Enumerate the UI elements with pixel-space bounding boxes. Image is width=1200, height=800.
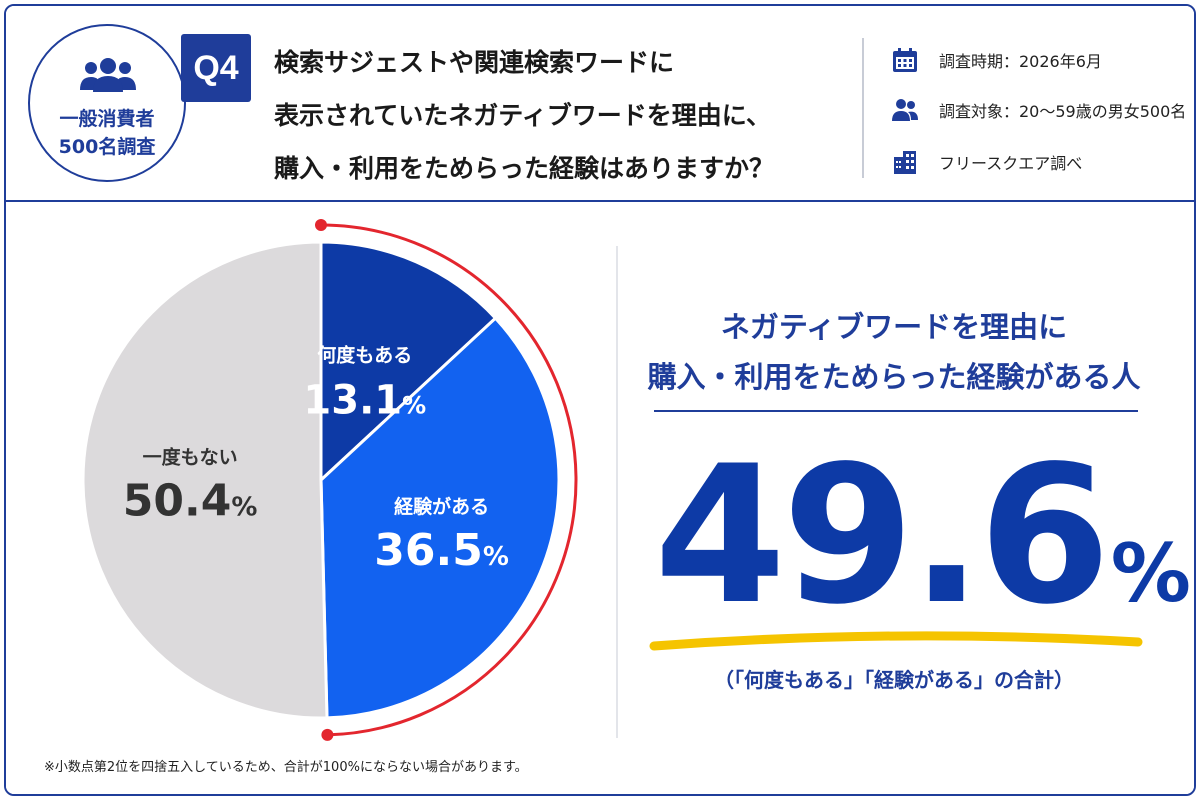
- pie-label-1: 何度もある: [317, 344, 412, 367]
- summary-note: （「何度もある」「経験がある」の合計）: [714, 668, 1074, 692]
- pie-slice-1: [319, 240, 498, 484]
- calendar-icon: [893, 48, 917, 72]
- question-line-1: 検索サジェストや関連検索ワードに: [274, 48, 675, 77]
- infographic-frame: 一般消費者 500名調査 Q4 検索サジェストや関連検索ワードに 表示されていた…: [4, 4, 1196, 796]
- people-group-icon: [80, 58, 136, 92]
- summary-rule: [654, 410, 1138, 412]
- meta-survey-source: フリースクエア調べ: [891, 144, 1191, 180]
- highlight-arc-start-dot: [315, 219, 327, 231]
- question-text: 検索サジェストや関連検索ワードに 表示されていたネガティブワードを理由に、 購入…: [274, 36, 844, 195]
- question-line-2: 表示されていたネガティブワードを理由に、: [274, 101, 772, 130]
- summary-total-number: 49.6: [654, 425, 1111, 646]
- badge-line2: 500名調査: [58, 136, 156, 158]
- pie-label-2: 経験がある: [394, 495, 489, 518]
- badge-line1: 一般消費者: [59, 108, 155, 130]
- pie-chart: 何度もある 13.1% 経験がある 36.5% 一度もない 50.4%: [81, 219, 578, 741]
- pie-value-2: 36.5%: [374, 525, 509, 576]
- highlight-arc: [320, 223, 578, 737]
- summary-heading-line2: 購入・利用をためらった経験がある人: [647, 360, 1141, 394]
- meta-survey-source-text: フリースクエア調べ: [939, 154, 1083, 173]
- header-divider: [862, 38, 864, 178]
- question-line-3: 購入・利用をためらった経験はありますか？: [274, 154, 775, 183]
- chart-area: 何度もある 13.1% 経験がある 36.5% 一度もない 50.4% ネガティブワードを…: [6, 204, 1194, 794]
- section-divider: [616, 246, 618, 738]
- pie-slice-3: [81, 240, 329, 720]
- people-icon: [892, 99, 918, 121]
- summary-heading-line1: ネガティブワードを理由に: [720, 310, 1068, 344]
- building-icon: [894, 151, 916, 174]
- meta-survey-target: 調査対象：20～59歳の男女500名: [891, 92, 1191, 128]
- meta-survey-target-text: 調査対象：20～59歳の男女500名: [939, 102, 1187, 121]
- meta-survey-period-text: 調査時期：2026年6月: [939, 52, 1102, 71]
- pie-value-1: 13.1%: [303, 378, 426, 424]
- pie-slice-2: [319, 316, 561, 720]
- summary-total-value: 49.6%: [654, 425, 1191, 646]
- survey-badge: 一般消費者 500名調査: [28, 24, 186, 182]
- highlight-arc-end-dot: [321, 728, 334, 741]
- header: 一般消費者 500名調査 Q4 検索サジェストや関連検索ワードに 表示されていた…: [6, 6, 1194, 202]
- pie-value-3: 50.4%: [123, 476, 258, 527]
- yellow-highlight-stroke: [649, 631, 1143, 651]
- question-number-tag: Q4: [181, 34, 251, 102]
- pie-label-3: 一度もない: [143, 446, 238, 469]
- meta-survey-period: 調査時期：2026年6月: [891, 42, 1191, 78]
- summary-total-unit: %: [1110, 527, 1191, 620]
- footnote: ※小数点第2位を四捨五入しているため、合計が100%にならない場合があります。: [44, 760, 528, 775]
